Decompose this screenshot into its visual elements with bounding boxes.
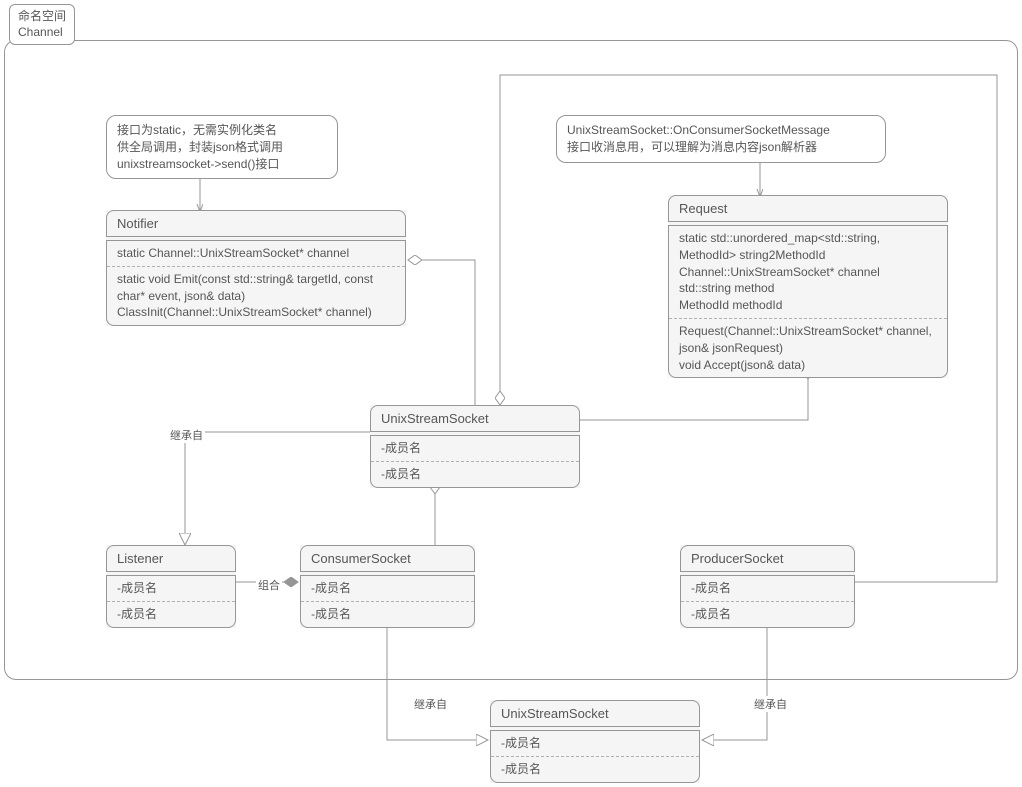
class-consumersocket: ConsumerSocket -成员名 -成员名 <box>300 545 475 628</box>
class-consumersocket-sec1: -成员名 <box>301 601 474 627</box>
class-listener: Listener -成员名 -成员名 <box>106 545 236 628</box>
class-consumersocket-sec0: -成员名 <box>301 576 474 601</box>
edge-label-inherit-producer: 继承自 <box>752 696 789 712</box>
request-note: UnixStreamSocket::OnConsumerSocketMessag… <box>556 115 886 163</box>
class-request-method1: void Accept(json& data) <box>679 357 937 374</box>
class-request-attr3: MethodId methodId <box>679 297 937 314</box>
class-producersocket-sec1: -成员名 <box>681 601 854 627</box>
class-request-attr2: std::string method <box>679 280 937 297</box>
class-consumersocket-title: ConsumerSocket <box>300 545 475 572</box>
edge-label-inherit-consumer: 继承自 <box>412 696 449 712</box>
class-request-title: Request <box>668 195 948 222</box>
class-uss-bot-sec0: -成员名 <box>491 731 699 756</box>
class-notifier-method0: static void Emit(const std::string& targ… <box>117 271 395 305</box>
class-request-attr0: static std::unordered_map<std::string, M… <box>679 230 937 264</box>
class-notifier-attr0: static Channel::UnixStreamSocket* channe… <box>107 241 405 266</box>
request-note-line2: 接口收消息用，可以理解为消息内容json解析器 <box>567 139 875 156</box>
class-uss-mid-sec1: -成员名 <box>371 461 579 487</box>
class-unixstreamsocket-mid: UnixStreamSocket -成员名 -成员名 <box>370 405 580 488</box>
class-listener-sec1: -成员名 <box>107 601 235 627</box>
class-unixstreamsocket-bottom: UnixStreamSocket -成员名 -成员名 <box>490 700 700 783</box>
request-note-line1: UnixStreamSocket::OnConsumerSocketMessag… <box>567 122 875 139</box>
class-request: Request static std::unordered_map<std::s… <box>668 195 948 378</box>
edge-label-compose: 组合 <box>256 577 282 593</box>
class-uss-mid-sec0: -成员名 <box>371 436 579 461</box>
edge-label-inherit-left: 继承自 <box>168 427 205 443</box>
class-uss-mid-title: UnixStreamSocket <box>370 405 580 432</box>
class-notifier-title: Notifier <box>106 210 406 237</box>
class-producersocket-title: ProducerSocket <box>680 545 855 572</box>
class-producersocket: ProducerSocket -成员名 -成员名 <box>680 545 855 628</box>
notifier-note-line1: 接口为static，无需实例化类名 <box>117 122 327 139</box>
class-producersocket-sec0: -成员名 <box>681 576 854 601</box>
notifier-note-line3: unixstreamsocket->send()接口 <box>117 156 327 173</box>
namespace-label-line1: 命名空间 <box>18 9 66 25</box>
namespace-label-line2: Channel <box>18 25 66 41</box>
class-notifier: Notifier static Channel::UnixStreamSocke… <box>106 210 406 326</box>
class-request-method0: Request(Channel::UnixStreamSocket* chann… <box>679 323 937 357</box>
class-listener-sec0: -成员名 <box>107 576 235 601</box>
class-listener-title: Listener <box>106 545 236 572</box>
class-request-attr1: Channel::UnixStreamSocket* channel <box>679 264 937 281</box>
notifier-note: 接口为static，无需实例化类名 供全局调用，封装json格式调用 unixs… <box>106 115 338 179</box>
namespace-label: 命名空间 Channel <box>9 4 75 45</box>
class-uss-bot-title: UnixStreamSocket <box>490 700 700 727</box>
notifier-note-line2: 供全局调用，封装json格式调用 <box>117 139 327 156</box>
class-uss-bot-sec1: -成员名 <box>491 756 699 782</box>
class-notifier-method1: ClassInit(Channel::UnixStreamSocket* cha… <box>117 304 395 321</box>
